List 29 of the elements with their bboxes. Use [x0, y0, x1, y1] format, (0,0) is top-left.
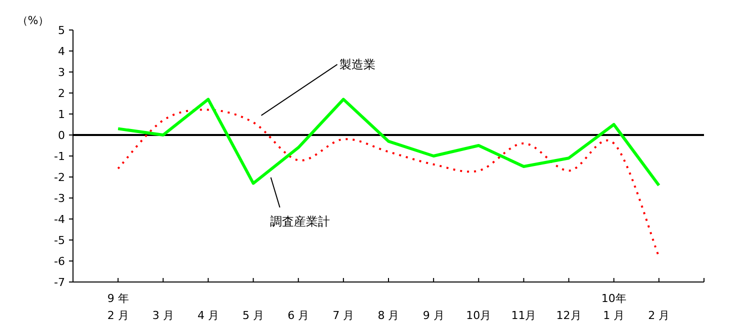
- y-tick-label: -1: [54, 150, 65, 163]
- y-tick-label: -5: [54, 234, 65, 247]
- y-tick-label: -3: [54, 192, 65, 205]
- x-tick-label: 10月: [466, 309, 492, 322]
- y-tick-label: -7: [54, 276, 65, 289]
- x-tick-label: 9 年 2 月: [107, 292, 129, 322]
- x-tick-label: 5 月: [242, 309, 264, 322]
- y-tick-label: 1: [58, 108, 65, 121]
- x-tick-label: 4 月: [197, 309, 219, 322]
- x-tick-label: 6 月: [288, 309, 310, 322]
- y-axis-title: （%）: [16, 14, 50, 27]
- y-tick-label: -6: [54, 255, 65, 268]
- y-tick-label: 2: [58, 87, 65, 100]
- x-tick-label: 7 月: [332, 309, 354, 322]
- y-tick-label: -2: [54, 171, 65, 184]
- y-tick-label: 3: [58, 66, 65, 79]
- x-tick-label: 3 月: [152, 309, 174, 322]
- x-tick-label: 11月: [511, 309, 536, 322]
- x-tick-label: 2 月: [648, 309, 670, 322]
- text: 調査産業計: [270, 214, 330, 228]
- y-tick-label: 4: [58, 45, 65, 58]
- y-tick-label: -4: [54, 213, 65, 226]
- x-tick-label: 10年 1 月: [601, 292, 626, 322]
- x-tick-label: 12月: [556, 309, 582, 322]
- y-tick-label: 5: [58, 24, 65, 37]
- text: 製造業: [339, 57, 376, 72]
- y-tick-label: 0: [58, 129, 65, 142]
- x-tick-label: 8 月: [378, 309, 400, 322]
- x-tick-label: 9 月: [422, 309, 444, 322]
